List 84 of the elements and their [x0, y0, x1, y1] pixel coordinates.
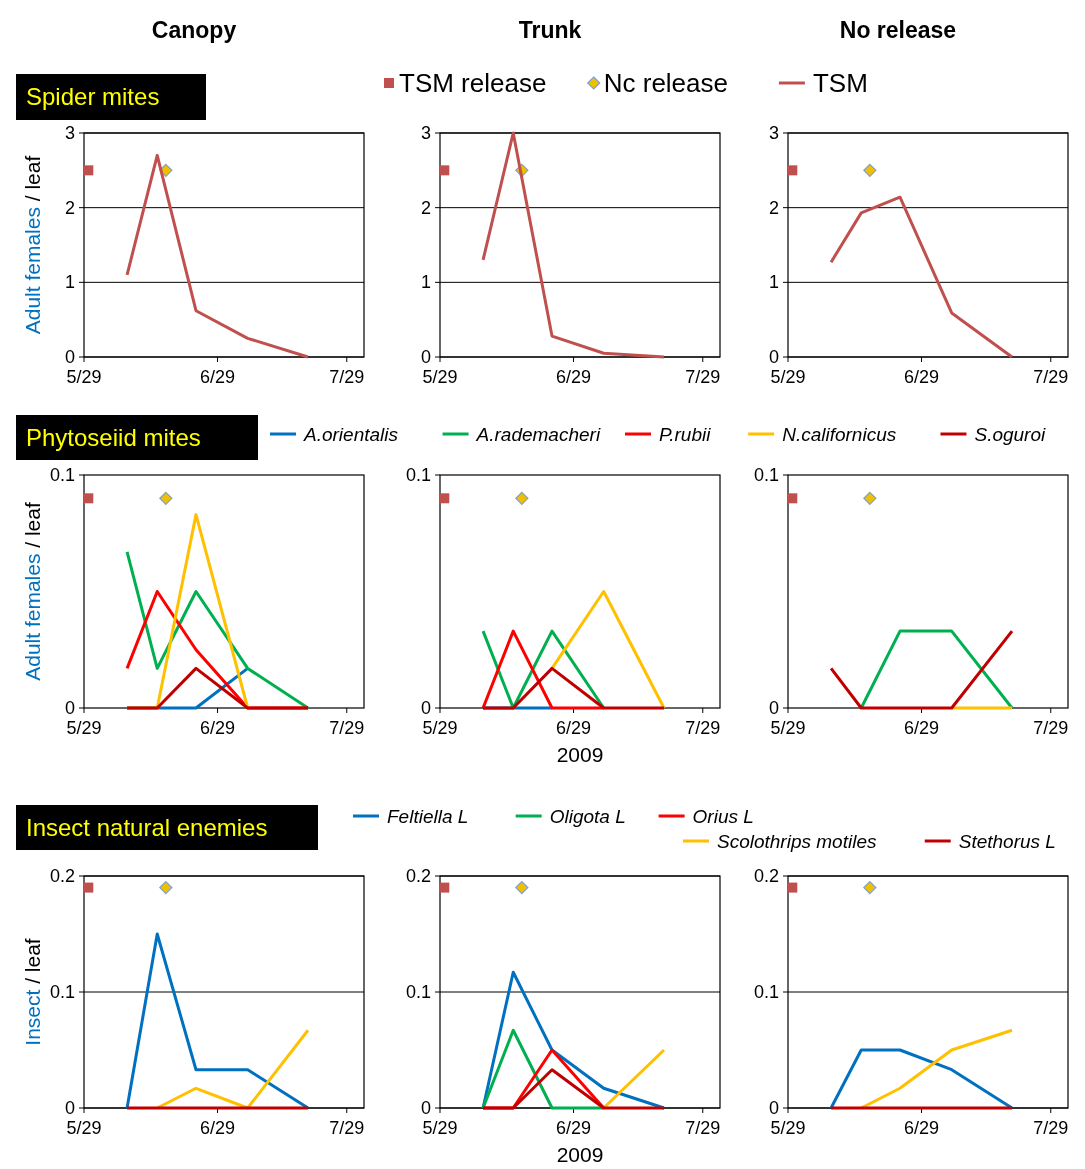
x-tick-label: 5/29	[770, 367, 806, 387]
y-tick-label: 0.2	[49, 866, 75, 886]
y-tick-label: 0	[768, 1098, 779, 1118]
x-tick-label: 5/29	[770, 718, 806, 738]
y-tick-label: 3	[768, 123, 779, 143]
legend-label: Stethorus L	[958, 830, 1056, 852]
y-tick-label: 0.1	[405, 982, 431, 1002]
x-tick-label: 7/29	[329, 718, 365, 738]
line-series	[829, 195, 1014, 359]
x-tick-label: 6/29	[200, 718, 236, 738]
text: Insect natural enemies	[26, 813, 268, 841]
y-tick-label: 0	[64, 698, 75, 718]
x-tick-label: 7/29	[685, 1118, 721, 1138]
x-tick-label: 6/29	[200, 367, 236, 387]
y-tick-label: 1	[420, 272, 431, 293]
y-tick-label: 3	[420, 123, 431, 143]
y-tick-label: 0	[768, 698, 779, 718]
y-tick-label: 0.1	[405, 465, 431, 485]
x-tick-label: 5/29	[770, 1118, 806, 1138]
x-tick-label: 6/29	[904, 367, 940, 387]
y-tick-label: 0.1	[753, 465, 779, 485]
x-axis-title: 2009	[556, 743, 604, 766]
legend-label: Feltiella L	[387, 805, 469, 827]
x-tick-label: 6/29	[556, 1118, 592, 1138]
x-tick-label: 5/29	[66, 367, 102, 387]
x-tick-label: 7/29	[685, 718, 721, 738]
chart-title: Canopy	[151, 17, 237, 43]
x-tick-label: 5/29	[66, 718, 102, 738]
y-tick-label: 0.2	[405, 866, 431, 886]
y-tick-label: 0	[768, 347, 779, 367]
x-tick-label: 6/29	[200, 1118, 236, 1138]
y-tick-label: 2	[768, 197, 779, 218]
y-tick-label: 2	[420, 197, 431, 218]
y-axis-title: Adult females / leaf	[21, 155, 44, 335]
line-series	[125, 153, 310, 359]
x-tick-label: 5/29	[422, 367, 458, 387]
text: Phytoseiid mites	[26, 423, 201, 451]
legend-label: TSM release	[399, 68, 547, 99]
line-series	[859, 1028, 1014, 1110]
x-tick-label: 7/29	[1033, 367, 1069, 387]
y-tick-label: 0	[64, 347, 75, 367]
y-tick-label: 3	[64, 123, 75, 143]
x-tick-label: 7/29	[329, 367, 365, 387]
y-tick-label: 1	[768, 272, 779, 293]
legend-label: Oligota L	[549, 805, 626, 827]
y-axis-title: Insect / leaf	[21, 938, 44, 1046]
x-tick-label: 7/29	[1033, 718, 1069, 738]
y-tick-label: 0	[420, 698, 431, 718]
legend-label: Scolothrips motiles	[717, 830, 877, 852]
x-tick-label: 6/29	[904, 718, 940, 738]
y-tick-label: 0.1	[49, 465, 75, 485]
legend-label: A.orientalis	[303, 423, 399, 445]
y-tick-label: 0	[420, 1098, 431, 1118]
text: Spider mites	[26, 83, 160, 110]
chart-title: Trunk	[518, 17, 582, 43]
y-tick-label: 0	[64, 1098, 75, 1118]
line-series	[481, 970, 666, 1110]
x-tick-label: 7/29	[685, 367, 721, 387]
x-tick-label: 5/29	[422, 718, 458, 738]
x-tick-label: 7/29	[1033, 1118, 1069, 1138]
x-tick-label: 6/29	[556, 367, 592, 387]
legend-label: N.californicus	[782, 423, 897, 445]
x-axis-title: 2009	[556, 1143, 604, 1166]
x-tick-label: 5/29	[66, 1118, 102, 1138]
y-tick-label: 1	[64, 272, 75, 293]
chart-title: No release	[839, 17, 957, 43]
legend-label: Orius L	[692, 805, 754, 827]
legend-label: S.oguroi	[974, 423, 1047, 445]
y-tick-label: 0.2	[753, 866, 779, 886]
legend-label: TSM	[812, 68, 868, 99]
y-tick-label: 0.1	[49, 982, 75, 1002]
legend-label: P.rubii	[659, 423, 712, 445]
x-tick-label: 6/29	[556, 718, 592, 738]
legend-label: Nc release	[603, 68, 728, 99]
x-tick-label: 6/29	[904, 1118, 940, 1138]
y-tick-label: 0	[420, 347, 431, 367]
line-series	[481, 131, 666, 359]
x-tick-label: 5/29	[422, 1118, 458, 1138]
line-series	[125, 550, 310, 710]
x-tick-label: 7/29	[329, 1118, 365, 1138]
y-axis-title: Adult females / leaf	[21, 502, 44, 681]
legend-label: A.rademacheri	[475, 423, 601, 445]
y-tick-label: 0.1	[753, 982, 779, 1002]
y-tick-label: 2	[64, 197, 75, 218]
